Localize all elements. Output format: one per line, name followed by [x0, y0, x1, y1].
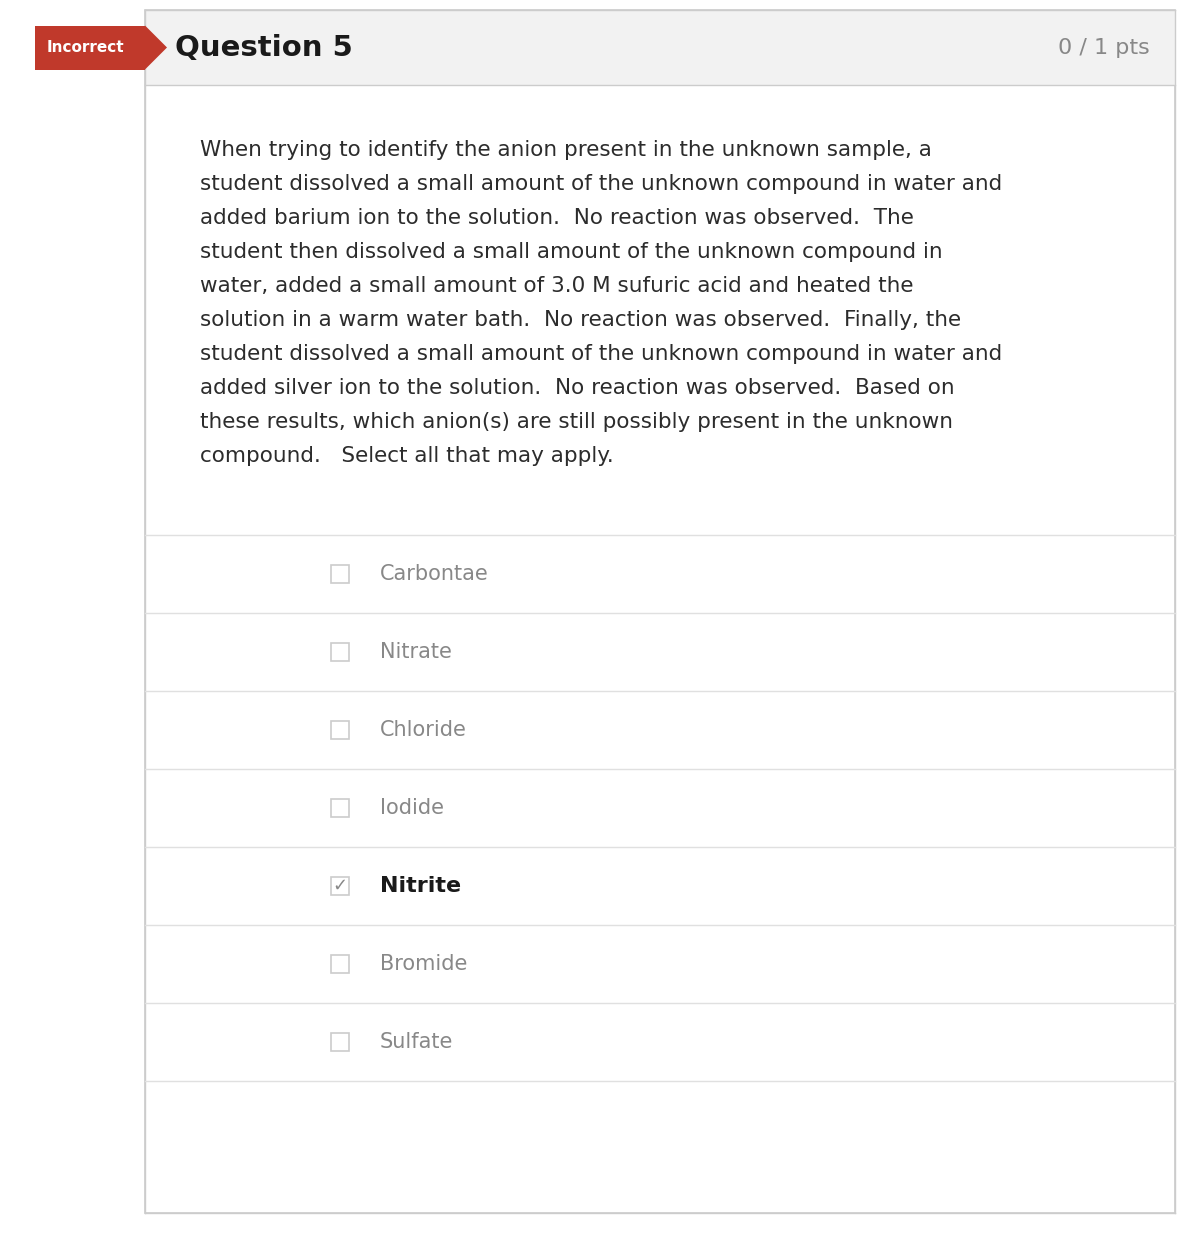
Text: Nitrate: Nitrate: [380, 642, 452, 662]
Text: student dissolved a small amount of the unknown compound in water and: student dissolved a small amount of the …: [200, 174, 1002, 194]
Bar: [145, 10, 1175, 85]
Text: Incorrect: Incorrect: [46, 39, 124, 55]
Text: When trying to identify the anion present in the unknown sample, a: When trying to identify the anion presen…: [200, 141, 932, 160]
Text: Iodide: Iodide: [380, 798, 444, 817]
Polygon shape: [145, 26, 167, 69]
Bar: [331, 877, 349, 895]
Text: added silver ion to the solution.  No reaction was observed.  Based on: added silver ion to the solution. No rea…: [200, 379, 955, 398]
Bar: [331, 1033, 349, 1051]
Bar: [331, 956, 349, 973]
Text: Sulfate: Sulfate: [380, 1032, 454, 1052]
Text: water, added a small amount of 3.0 M sufuric acid and heated the: water, added a small amount of 3.0 M suf…: [200, 276, 913, 296]
Text: these results, which anion(s) are still possibly present in the unknown: these results, which anion(s) are still …: [200, 412, 953, 432]
Text: Nitrite: Nitrite: [380, 875, 461, 896]
Bar: [331, 565, 349, 583]
Text: Chloride: Chloride: [380, 720, 467, 740]
Text: solution in a warm water bath.  No reaction was observed.  Finally, the: solution in a warm water bath. No reacti…: [200, 309, 961, 330]
Bar: [331, 721, 349, 739]
Text: student dissolved a small amount of the unknown compound in water and: student dissolved a small amount of the …: [200, 344, 1002, 364]
Text: ✓: ✓: [332, 877, 348, 895]
Text: student then dissolved a small amount of the unknown compound in: student then dissolved a small amount of…: [200, 242, 943, 261]
Bar: [35, 26, 145, 69]
Text: Question 5: Question 5: [175, 33, 353, 62]
Text: 0 / 1 pts: 0 / 1 pts: [1058, 37, 1150, 58]
Text: Carbontae: Carbontae: [380, 563, 488, 584]
Text: added barium ion to the solution.  No reaction was observed.  The: added barium ion to the solution. No rea…: [200, 208, 914, 228]
Text: Bromide: Bromide: [380, 954, 467, 974]
Bar: [331, 642, 349, 661]
Text: compound.   Select all that may apply.: compound. Select all that may apply.: [200, 446, 613, 466]
Bar: [145, 10, 1175, 1213]
Bar: [331, 799, 349, 817]
